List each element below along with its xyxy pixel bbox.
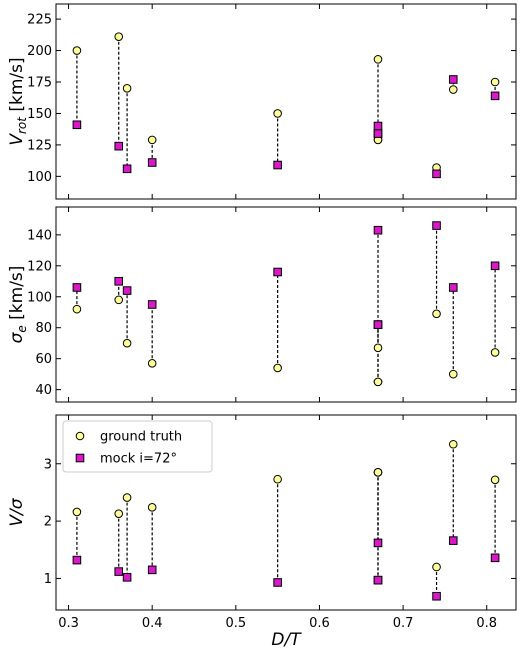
ground-truth-point — [72, 507, 82, 517]
y-tick-label: 125 — [27, 138, 52, 153]
mock-point — [373, 538, 383, 548]
y-tick-label: 140 — [27, 228, 52, 243]
y-tick-label: 120 — [27, 259, 52, 274]
mock-point — [72, 283, 82, 292]
x-tick-label: 0.3 — [58, 616, 79, 631]
plot-frame — [55, 414, 517, 611]
ground-truth-point — [432, 562, 441, 572]
y-tick-label: 3 — [44, 457, 52, 472]
ground-truth-point — [114, 32, 124, 42]
y-tick-label: 225 — [27, 13, 52, 28]
x-tick-label: 0.7 — [393, 616, 414, 631]
ground-truth-point — [147, 503, 157, 512]
mock-point — [432, 221, 441, 230]
y-tick-label: 2 — [44, 515, 52, 530]
mock-point — [122, 286, 132, 295]
ground-truth-point — [448, 85, 458, 94]
x-tick-label: 0.8 — [476, 616, 497, 631]
y-tick-label: 175 — [27, 76, 52, 91]
mock-point — [114, 141, 124, 151]
y-tick-label: 60 — [35, 352, 52, 367]
ground-truth-point — [114, 509, 124, 518]
ground-truth-point — [432, 309, 441, 319]
panel-middle: 40 60 80 100 120 140 σe [km/s] — [7, 206, 517, 403]
ground-truth-point — [373, 377, 383, 387]
x-tick-label: 0.5 — [225, 616, 246, 631]
y-axis-label: V/σ — [7, 497, 27, 526]
mock-point — [147, 158, 157, 167]
mock-point — [448, 75, 458, 84]
ground-truth-point — [373, 343, 383, 353]
y-tick-label: 100 — [27, 170, 52, 185]
mock-point — [490, 261, 500, 271]
mock-point — [432, 591, 441, 601]
panel-bottom: 1 2 3 0.3 0.4 0.5 0.6 0.7 0.8 V/σ D/T ground truth m… — [7, 414, 517, 650]
x-axis-label: D/T — [271, 630, 302, 650]
plot-frame — [55, 3, 517, 200]
y-tick-label: 1 — [44, 572, 52, 587]
ground-truth-point — [490, 77, 500, 87]
mock-point — [373, 121, 383, 131]
ground-truth-point — [273, 363, 282, 373]
mock-point — [147, 565, 157, 575]
y-axis-label: σe [km/s] — [7, 266, 29, 344]
ground-truth-point — [273, 109, 282, 118]
mock-point — [273, 267, 282, 277]
mock-point — [490, 553, 500, 563]
mock-point — [273, 160, 282, 170]
mock-point — [273, 578, 282, 587]
ground-truth-point — [273, 474, 282, 484]
ground-truth-point — [448, 439, 458, 449]
ground-truth-point — [72, 46, 82, 55]
ground-truth-point — [122, 338, 132, 348]
legend: ground truth mock i=72° — [62, 420, 213, 473]
mock-point — [448, 536, 458, 545]
ground-truth-point — [373, 468, 383, 477]
x-tick-label: 0.4 — [142, 616, 163, 631]
legend-marker-ground-truth — [75, 431, 85, 441]
ground-truth-point — [147, 359, 157, 368]
mock-point — [147, 300, 157, 309]
legend-marker-mock — [75, 453, 85, 463]
ground-truth-point — [122, 493, 132, 502]
legend-box — [62, 420, 213, 473]
ground-truth-point — [122, 83, 132, 93]
mock-point — [490, 91, 500, 101]
mock-point — [373, 320, 383, 329]
plot-frame — [55, 206, 517, 403]
mock-point — [114, 276, 124, 286]
mock-point — [122, 164, 132, 174]
mock-point — [448, 283, 458, 292]
ground-truth-point — [72, 304, 82, 314]
y-tick-label: 200 — [27, 44, 52, 59]
y-tick-label: 40 — [35, 383, 52, 398]
mock-point — [72, 555, 82, 565]
ground-truth-point — [490, 475, 500, 485]
ground-truth-point — [490, 348, 500, 357]
mock-point — [432, 169, 441, 179]
ground-truth-point — [373, 55, 383, 64]
mock-point — [373, 575, 383, 585]
x-tick-label: 0.6 — [309, 616, 330, 631]
ground-truth-point — [448, 369, 458, 379]
y-tick-label: 80 — [35, 321, 52, 336]
legend-label: ground truth — [100, 430, 182, 445]
y-tick-label: 100 — [27, 290, 52, 305]
y-tick-label: 150 — [27, 107, 52, 122]
legend-label: mock i=72° — [100, 452, 177, 467]
mock-point — [373, 225, 383, 235]
y-axis-label: Vrot [km/s] — [7, 57, 29, 145]
mock-point — [122, 573, 132, 582]
ground-truth-point — [114, 295, 124, 305]
mock-point — [373, 129, 383, 138]
mock-point — [114, 567, 124, 576]
panel-top: 100 125 150 175 200 225 Vrot [km/s] — [7, 3, 517, 200]
ground-truth-point — [147, 135, 157, 145]
mock-point — [72, 120, 82, 130]
